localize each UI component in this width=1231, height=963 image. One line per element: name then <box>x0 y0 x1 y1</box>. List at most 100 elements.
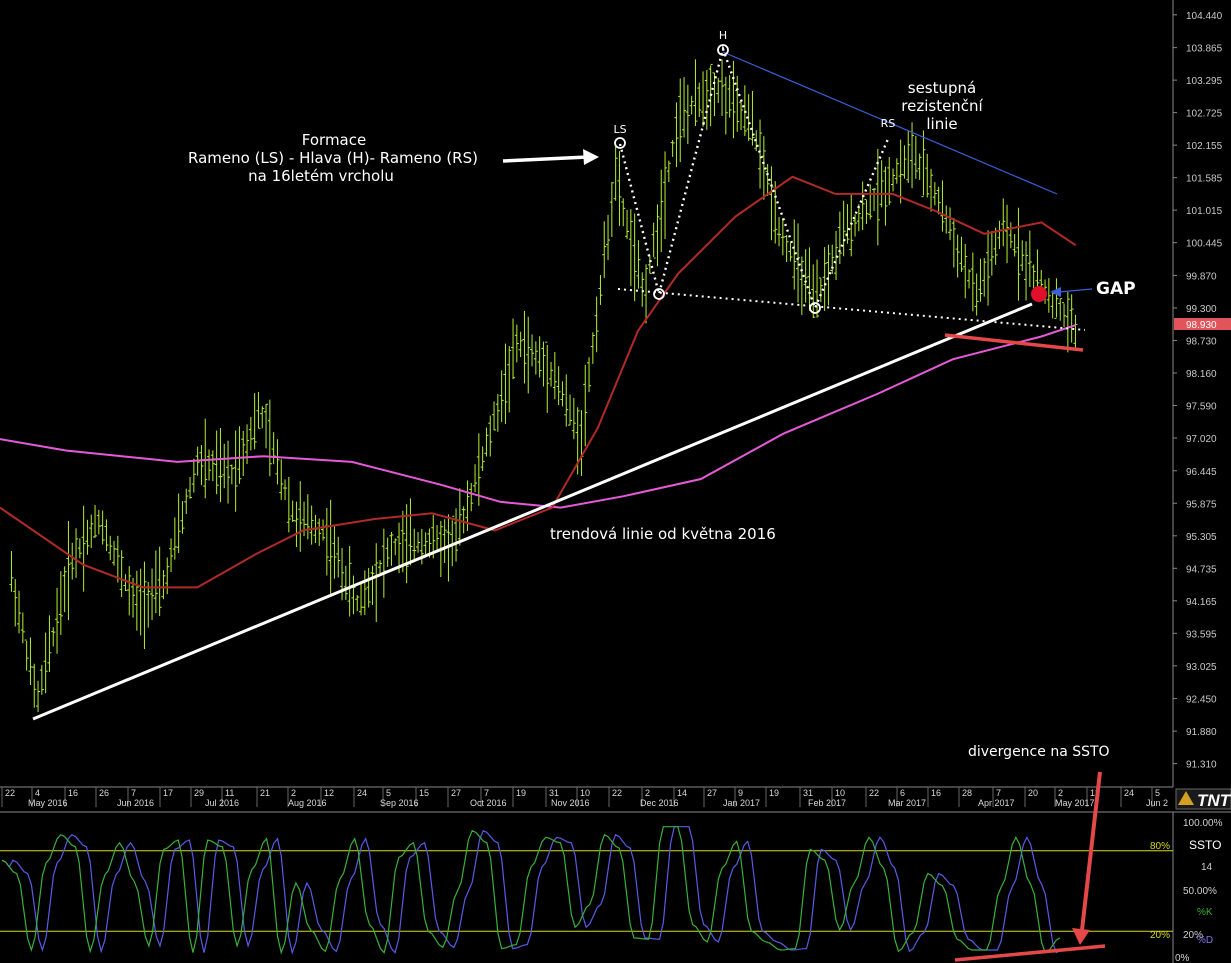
ohlc-bar <box>24 639 29 671</box>
ohlc-bar <box>723 76 728 135</box>
ohlc-bar <box>412 528 417 562</box>
price-tick-label: 92.450 <box>1186 695 1217 706</box>
ohlc-bar <box>758 119 763 189</box>
trendline-label: trendová linie od května 2016 <box>550 525 776 543</box>
ohlc-bar <box>499 370 504 423</box>
ohlc-bar <box>834 230 839 281</box>
date-month-label: Jun 2016 <box>117 798 154 808</box>
date-day-label: 22 <box>869 788 879 798</box>
ohlc-bar <box>1054 278 1059 319</box>
ohlc-bar <box>929 168 934 212</box>
ohlc-bar <box>598 274 603 305</box>
ohlc-bar <box>62 566 67 613</box>
ohlc-bar <box>385 537 390 567</box>
date-day-label: 17 <box>163 788 173 798</box>
ohlc-bar <box>66 521 71 621</box>
ohlc-bar <box>731 60 736 139</box>
ohlc-bar <box>545 341 550 413</box>
ohlc-bar <box>214 430 219 495</box>
ohlc-bar <box>294 501 299 548</box>
price-axis: 104.440 103.865 103.295 102.725 102.155 101.5… <box>1172 0 1231 787</box>
date-day-label: 9 <box>738 788 743 798</box>
ohlc-bar <box>119 550 124 598</box>
price-tick-label: 97.590 <box>1186 401 1217 412</box>
analysis-lines <box>32 44 1093 721</box>
ohlc-bar <box>264 403 269 449</box>
ohlc-bar <box>203 418 208 499</box>
ohlc-bar <box>252 393 257 450</box>
ohlc-bar <box>940 180 945 232</box>
ohlc-bar <box>693 59 698 127</box>
neck-left-marker <box>653 288 665 300</box>
ohlc-bar <box>583 364 588 447</box>
ohlc-bar <box>708 63 713 127</box>
ohlc-bar <box>93 505 98 538</box>
date-day-label: 19 <box>769 788 779 798</box>
ohlc-bar <box>362 570 367 615</box>
resistance-label-3: linie <box>926 115 957 133</box>
date-month-label: Jan 2017 <box>723 798 760 808</box>
ohlc-bar <box>454 508 459 562</box>
ls-label: LS <box>613 123 626 136</box>
resistance-line <box>722 51 1058 195</box>
pattern-title: Formace <box>302 131 366 149</box>
ohlc-bar <box>982 258 987 297</box>
ohlc-bar <box>936 186 941 215</box>
ohlc-bar <box>328 499 333 597</box>
ohlc-bar <box>180 501 185 534</box>
ohlc-bar <box>571 398 576 440</box>
date-day-label: 7 <box>484 788 489 798</box>
ohlc-bar <box>112 540 117 566</box>
date-day-label: 10 <box>835 788 845 798</box>
date-day-label: 24 <box>1124 788 1134 798</box>
ohlc-bar <box>286 476 291 533</box>
ssto-k-line <box>1 826 1061 955</box>
ohlc-bar <box>442 519 447 563</box>
ohlc-bar <box>100 510 105 545</box>
ohlc-bar <box>697 82 702 117</box>
price-tick-label: 102.155 <box>1186 141 1223 152</box>
ma50-line <box>0 175 1077 589</box>
ohlc-bar <box>404 504 409 584</box>
ind-axis-50: 50.00% <box>1183 886 1217 897</box>
price-tick-label: 91.880 <box>1186 727 1217 738</box>
ohlc-bar <box>20 612 25 644</box>
ohlc-bar <box>32 663 37 708</box>
ohlc-bar <box>298 481 303 552</box>
ohlc-bar <box>511 318 516 380</box>
ohlc-bar <box>480 446 485 472</box>
neck-right-marker <box>809 302 821 314</box>
pattern-sub: na 16letém vrcholu <box>248 167 394 185</box>
ohlc-bar <box>1062 302 1067 328</box>
ohlc-bar <box>317 518 322 546</box>
ohlc-bar <box>416 532 421 553</box>
divergence-label: divergence na SSTO <box>968 744 1110 760</box>
date-month-label: Sep 2016 <box>380 798 419 808</box>
date-month-label: Mar 2017 <box>888 798 926 808</box>
ohlc-bar <box>564 374 569 427</box>
head-marker <box>717 44 729 56</box>
ohlc-bar <box>366 567 371 608</box>
ohlc-bar <box>237 426 242 484</box>
ohlc-bar <box>85 519 90 555</box>
ohlc-bar <box>879 160 884 208</box>
ohlc-bar <box>609 182 614 237</box>
annotations: Formace Rameno (LS) - Hlava (H)- Rameno … <box>188 29 1136 760</box>
date-day-label: 28 <box>962 788 972 798</box>
ohlc-bar <box>150 568 155 620</box>
ohlc-bar <box>549 361 554 387</box>
ohlc-bar <box>974 273 979 316</box>
price-ticks: 104.440 103.865 103.295 102.725 102.155 101.5… <box>1173 11 1223 771</box>
ohlc-bar <box>476 433 481 506</box>
ohlc-bar <box>290 500 295 522</box>
ohlc-bar <box>590 332 595 364</box>
ohlc-bar <box>188 476 193 499</box>
ohlc-bar <box>959 236 964 272</box>
ohlc-bar <box>199 445 204 486</box>
ohlc-bar <box>1024 241 1029 301</box>
ohlc-bar <box>473 464 478 493</box>
ohlc-bar <box>784 235 789 263</box>
ohlc-bar <box>13 579 18 627</box>
ohlc-bar <box>594 296 599 353</box>
ohlc-bar <box>1031 264 1036 289</box>
